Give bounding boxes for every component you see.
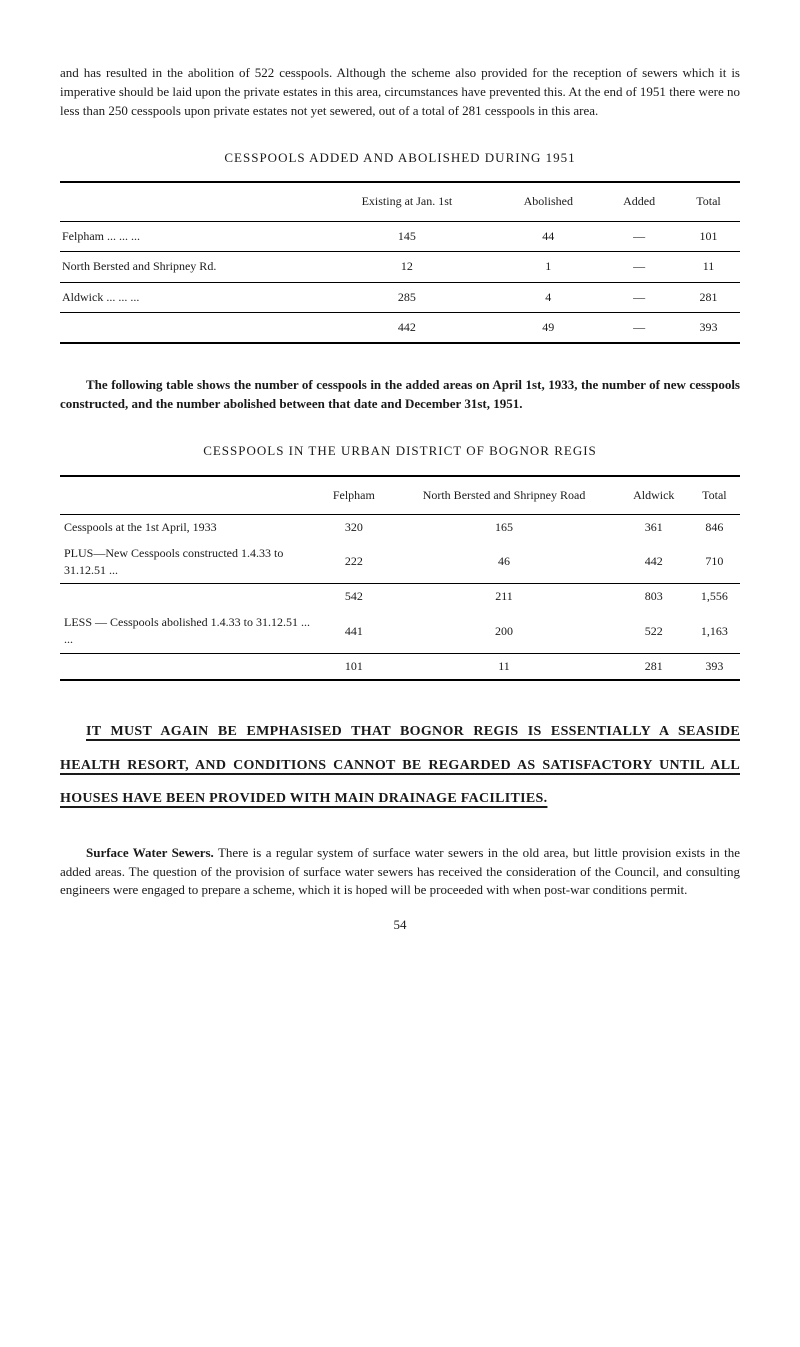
middle-bold-text: The following table shows the number of … bbox=[60, 377, 740, 411]
emphasis-statement: IT MUST AGAIN BE EMPHASISED THAT BOGNOR … bbox=[60, 715, 740, 816]
cell: — bbox=[601, 221, 677, 251]
cell-label bbox=[60, 312, 318, 343]
cell: 361 bbox=[619, 515, 689, 541]
table2-title: CESSPOOLS IN THE URBAN DISTRICT OF BOGNO… bbox=[60, 442, 740, 461]
cell: 4 bbox=[495, 282, 601, 312]
cell: 441 bbox=[318, 610, 389, 653]
table2-row-1st-april: Cesspools at the 1st April, 1933 320 165… bbox=[60, 515, 740, 541]
cell: 846 bbox=[689, 515, 740, 541]
table-cesspools-1951: Existing at Jan. 1st Abolished Added Tot… bbox=[60, 181, 740, 344]
table2-header-row: Felpham North Bersted and Shripney Road … bbox=[60, 476, 740, 515]
table2-row-plus-new: PLUS—New Cesspools constructed 1.4.33 to… bbox=[60, 541, 740, 584]
table1-title: CESSPOOLS ADDED AND ABOLISHED DURING 195… bbox=[60, 149, 740, 168]
intro-paragraph: and has resulted in the abolition of 522… bbox=[60, 64, 740, 121]
cell-label: Aldwick ... ... ... bbox=[60, 282, 318, 312]
cell-label: Felpham ... ... ... bbox=[60, 221, 318, 251]
table1-col-total: Total bbox=[677, 182, 740, 221]
cell-label: North Bersted and Shripney Rd. bbox=[60, 252, 318, 282]
cell-label: PLUS—New Cesspools constructed 1.4.33 to… bbox=[60, 541, 318, 584]
table2-col-north-bersted: North Bersted and Shripney Road bbox=[389, 476, 618, 515]
table2-row-less-abolished: LESS — Cesspools abolished 1.4.33 to 31.… bbox=[60, 610, 740, 653]
table1-col-existing: Existing at Jan. 1st bbox=[318, 182, 495, 221]
cell: 49 bbox=[495, 312, 601, 343]
cell: 281 bbox=[677, 282, 740, 312]
cell: — bbox=[601, 282, 677, 312]
cell: 393 bbox=[689, 653, 740, 680]
cell-label: LESS — Cesspools abolished 1.4.33 to 31.… bbox=[60, 610, 318, 653]
cell: 442 bbox=[318, 312, 495, 343]
cell: 710 bbox=[689, 541, 740, 584]
table1-col-blank bbox=[60, 182, 318, 221]
cell: 211 bbox=[389, 584, 618, 610]
cell-label bbox=[60, 584, 318, 610]
cell: 44 bbox=[495, 221, 601, 251]
cell: 542 bbox=[318, 584, 389, 610]
cell: 12 bbox=[318, 252, 495, 282]
table1-col-abolished: Abolished bbox=[495, 182, 601, 221]
cell: 1 bbox=[495, 252, 601, 282]
cell: 393 bbox=[677, 312, 740, 343]
cell: 1,556 bbox=[689, 584, 740, 610]
table1-row-aldwick: Aldwick ... ... ... 285 4 — 281 bbox=[60, 282, 740, 312]
cell: 285 bbox=[318, 282, 495, 312]
table2-col-felpham: Felpham bbox=[318, 476, 389, 515]
table1-row-felpham: Felpham ... ... ... 145 44 — 101 bbox=[60, 221, 740, 251]
cell: 803 bbox=[619, 584, 689, 610]
cell: 145 bbox=[318, 221, 495, 251]
table2-row-final: 101 11 281 393 bbox=[60, 653, 740, 680]
cell-label bbox=[60, 653, 318, 680]
cell: 165 bbox=[389, 515, 618, 541]
table-cesspools-urban-district: Felpham North Bersted and Shripney Road … bbox=[60, 475, 740, 681]
cell: 11 bbox=[389, 653, 618, 680]
table1-header-row: Existing at Jan. 1st Abolished Added Tot… bbox=[60, 182, 740, 221]
page-number: 54 bbox=[60, 916, 740, 935]
cell: 200 bbox=[389, 610, 618, 653]
cell: 101 bbox=[677, 221, 740, 251]
surface-water-title: Surface Water Sewers. bbox=[86, 845, 214, 860]
cell: 101 bbox=[318, 653, 389, 680]
cell: 281 bbox=[619, 653, 689, 680]
cell: 222 bbox=[318, 541, 389, 584]
cell-label: Cesspools at the 1st April, 1933 bbox=[60, 515, 318, 541]
cell: — bbox=[601, 252, 677, 282]
table2-col-blank bbox=[60, 476, 318, 515]
table1-row-north-bersted: North Bersted and Shripney Rd. 12 1 — 11 bbox=[60, 252, 740, 282]
cell: 442 bbox=[619, 541, 689, 584]
emphasis-text: IT MUST AGAIN BE EMPHASISED THAT BOGNOR … bbox=[60, 724, 740, 806]
cell: 522 bbox=[619, 610, 689, 653]
cell: 1,163 bbox=[689, 610, 740, 653]
table2-col-total: Total bbox=[689, 476, 740, 515]
table2-col-aldwick: Aldwick bbox=[619, 476, 689, 515]
table1-col-added: Added bbox=[601, 182, 677, 221]
cell: — bbox=[601, 312, 677, 343]
cell: 46 bbox=[389, 541, 618, 584]
cell: 320 bbox=[318, 515, 389, 541]
table1-row-total: 442 49 — 393 bbox=[60, 312, 740, 343]
table2-row-subtotal: 542 211 803 1,556 bbox=[60, 584, 740, 610]
cell: 11 bbox=[677, 252, 740, 282]
